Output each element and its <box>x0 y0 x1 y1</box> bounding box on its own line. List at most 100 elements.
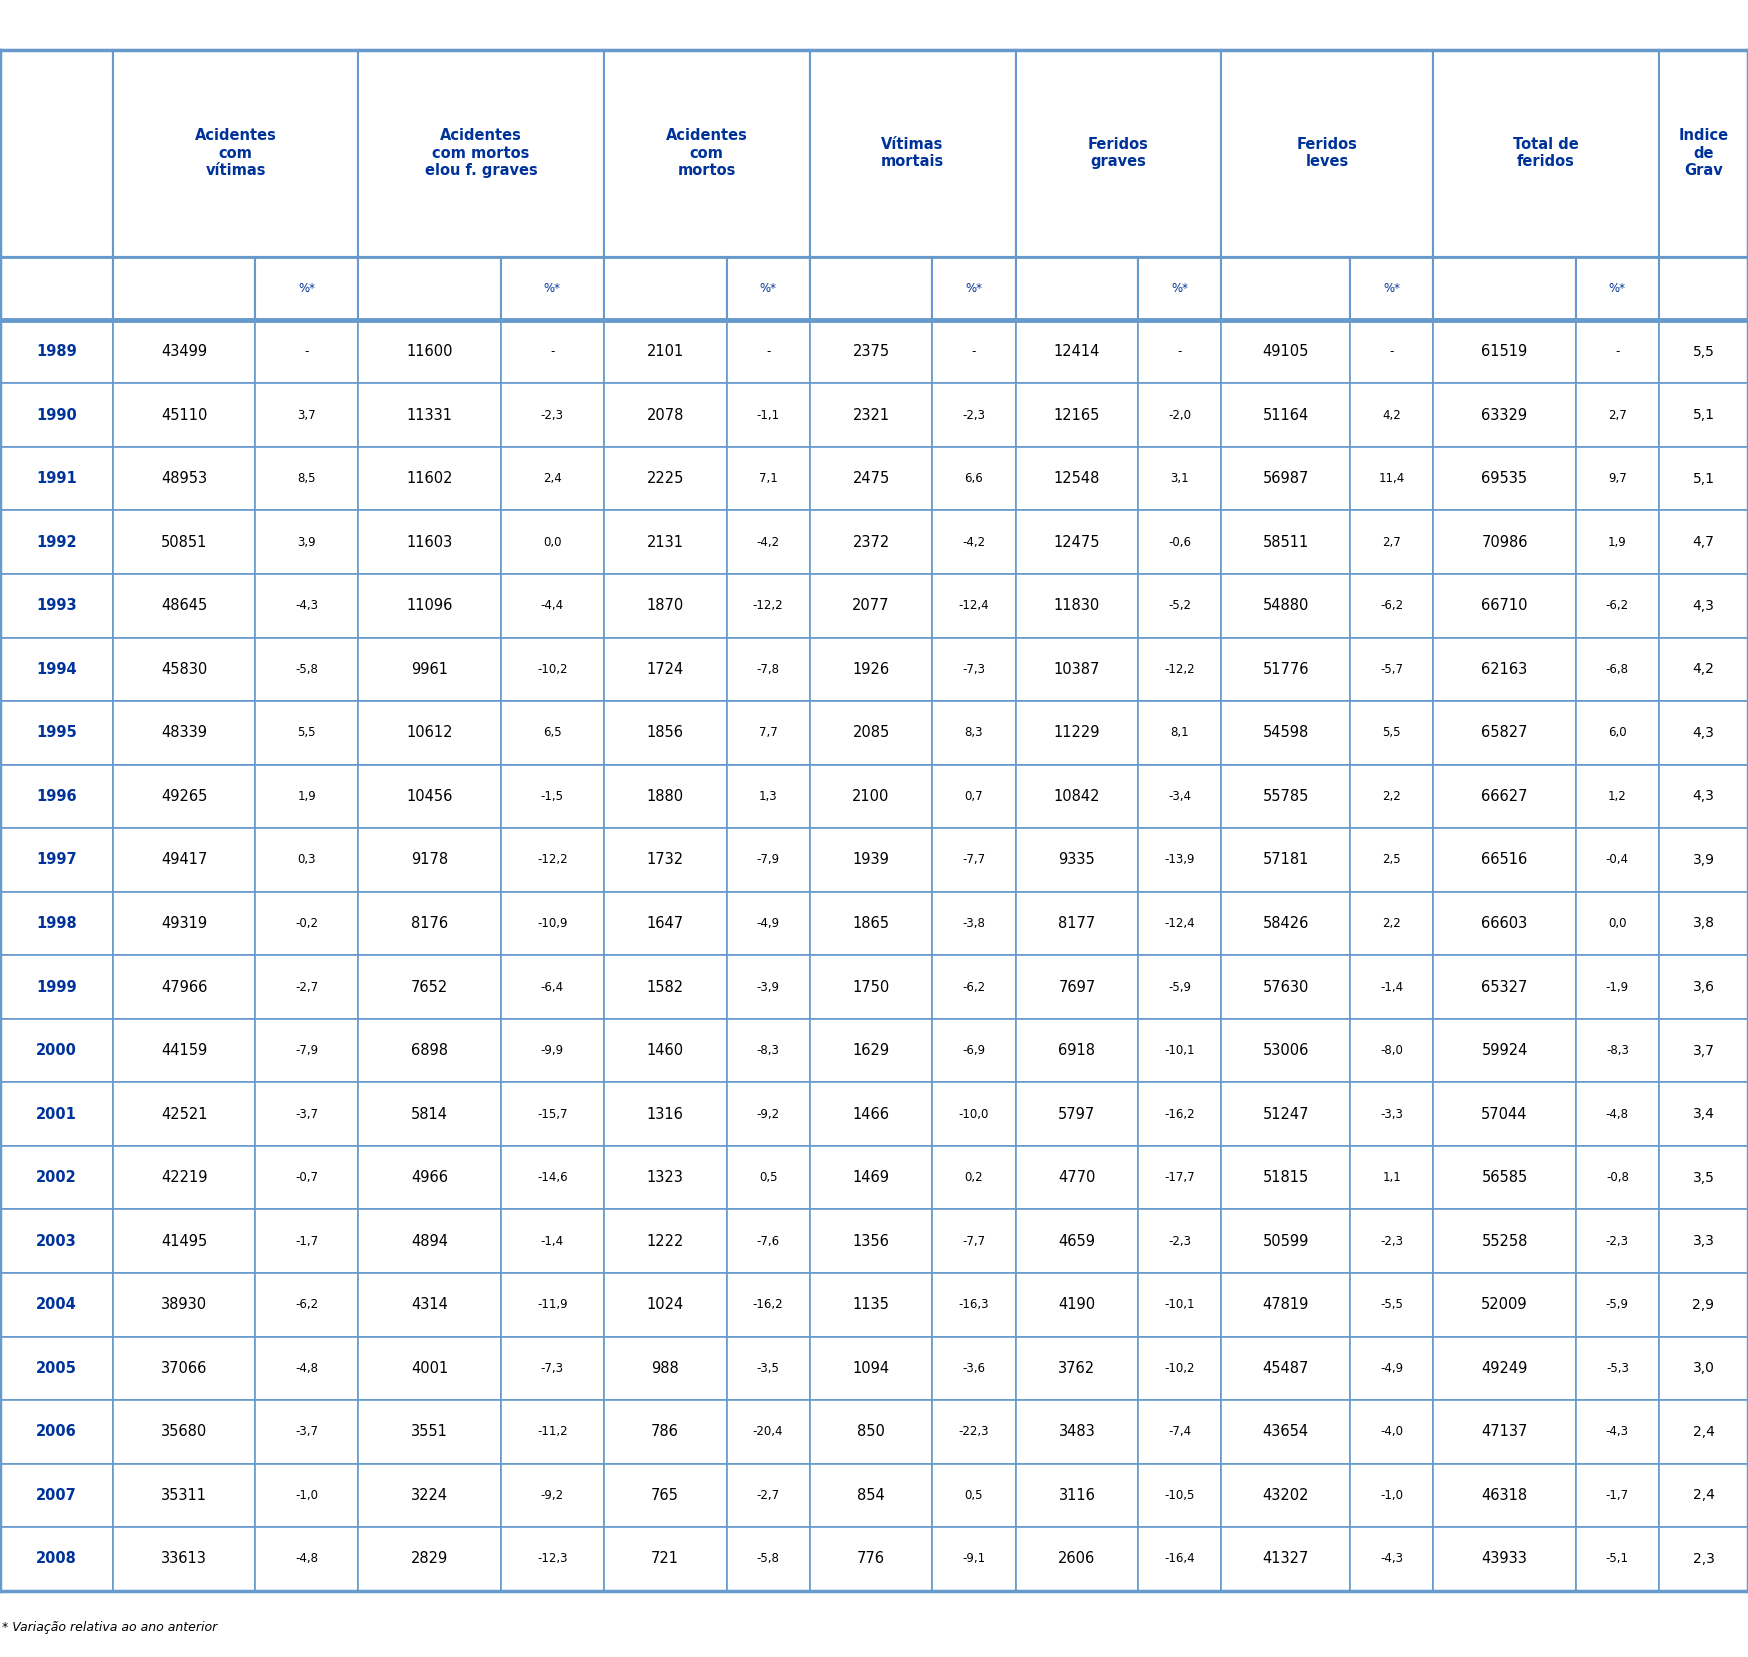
Bar <box>0 573 114 638</box>
Bar <box>358 891 502 954</box>
Bar <box>0 764 114 828</box>
Bar <box>358 1019 502 1082</box>
Text: -4,3: -4,3 <box>1381 1553 1404 1566</box>
Bar <box>1349 1210 1433 1273</box>
Bar <box>727 510 809 573</box>
Bar <box>1222 257 1349 320</box>
Text: 1993: 1993 <box>37 598 77 613</box>
Text: %*: %* <box>1171 282 1189 295</box>
Text: %*: %* <box>299 282 315 295</box>
Text: 8177: 8177 <box>1058 916 1096 931</box>
Text: 61519: 61519 <box>1481 345 1528 360</box>
Bar <box>1016 383 1138 447</box>
Text: 3,6: 3,6 <box>1692 979 1715 994</box>
Bar <box>1659 1337 1748 1400</box>
Bar <box>727 638 809 701</box>
Bar <box>1016 1082 1138 1147</box>
Text: 0,2: 0,2 <box>965 1171 984 1185</box>
Bar <box>358 1210 502 1273</box>
Text: -7,3: -7,3 <box>540 1362 565 1375</box>
Bar <box>0 320 114 383</box>
Text: 3762: 3762 <box>1058 1360 1096 1375</box>
Bar <box>932 1463 1016 1528</box>
Bar <box>255 1463 358 1528</box>
Text: -4,2: -4,2 <box>963 535 986 548</box>
Text: 51815: 51815 <box>1262 1170 1309 1185</box>
Bar <box>358 1400 502 1463</box>
Text: 1466: 1466 <box>853 1107 890 1122</box>
Text: 988: 988 <box>652 1360 678 1375</box>
Bar <box>1138 1082 1222 1147</box>
Bar <box>1433 320 1575 383</box>
Text: 48645: 48645 <box>161 598 208 613</box>
Bar <box>1575 1147 1659 1210</box>
Text: -10,2: -10,2 <box>1164 1362 1196 1375</box>
Bar <box>1575 1210 1659 1273</box>
Bar <box>0 447 114 510</box>
Bar <box>1138 1019 1222 1082</box>
Bar <box>809 891 932 954</box>
Text: 41327: 41327 <box>1262 1551 1309 1566</box>
Text: 3,8: 3,8 <box>1692 916 1715 931</box>
Bar <box>358 1337 502 1400</box>
Bar <box>809 764 932 828</box>
Text: -1,7: -1,7 <box>1606 1490 1629 1501</box>
Bar <box>358 638 502 701</box>
Bar <box>809 1273 932 1337</box>
Text: 4659: 4659 <box>1058 1234 1096 1249</box>
Text: 7,1: 7,1 <box>759 472 778 486</box>
Bar <box>1016 701 1138 764</box>
Text: -16,3: -16,3 <box>958 1299 989 1311</box>
Bar <box>1016 1210 1138 1273</box>
Bar <box>114 764 255 828</box>
Bar <box>1016 320 1138 383</box>
Bar <box>1349 383 1433 447</box>
Bar <box>1575 1337 1659 1400</box>
Text: 4966: 4966 <box>411 1170 447 1185</box>
Bar <box>809 383 932 447</box>
Text: 2,9: 2,9 <box>1692 1297 1715 1312</box>
Bar <box>502 573 603 638</box>
Bar <box>1349 956 1433 1019</box>
Text: 49417: 49417 <box>161 852 208 868</box>
Bar <box>1349 1019 1433 1082</box>
Text: 44159: 44159 <box>161 1042 208 1059</box>
Bar <box>255 510 358 573</box>
Bar <box>1433 764 1575 828</box>
Text: 47966: 47966 <box>161 979 208 994</box>
Text: -9,1: -9,1 <box>963 1553 986 1566</box>
Bar <box>1138 1147 1222 1210</box>
Text: -5,7: -5,7 <box>1381 663 1404 676</box>
Text: 63329: 63329 <box>1482 408 1528 423</box>
Bar <box>358 1528 502 1591</box>
Bar <box>727 701 809 764</box>
Bar <box>114 510 255 573</box>
Text: 2001: 2001 <box>37 1107 77 1122</box>
Bar <box>1433 1463 1575 1528</box>
Bar <box>603 573 727 638</box>
Text: 0,5: 0,5 <box>759 1171 778 1185</box>
Text: -7,8: -7,8 <box>757 663 780 676</box>
Text: 35311: 35311 <box>161 1488 206 1503</box>
Text: -9,9: -9,9 <box>540 1044 565 1057</box>
Bar <box>1433 573 1575 638</box>
Bar <box>1016 891 1138 954</box>
Bar <box>1433 828 1575 891</box>
Text: 3,9: 3,9 <box>1692 853 1715 867</box>
Text: 4190: 4190 <box>1058 1297 1096 1312</box>
Text: 51776: 51776 <box>1262 661 1309 676</box>
Bar <box>255 383 358 447</box>
Bar <box>1138 510 1222 573</box>
Text: -4,3: -4,3 <box>295 600 318 611</box>
Bar <box>1659 1463 1748 1528</box>
Bar <box>603 956 727 1019</box>
Text: -15,7: -15,7 <box>537 1107 568 1120</box>
Text: 1865: 1865 <box>853 916 890 931</box>
Text: -0,8: -0,8 <box>1606 1171 1629 1185</box>
Text: 1316: 1316 <box>647 1107 683 1122</box>
Text: 11602: 11602 <box>406 471 453 486</box>
Text: -7,9: -7,9 <box>295 1044 318 1057</box>
Bar <box>809 1147 932 1210</box>
Text: 2829: 2829 <box>411 1551 447 1566</box>
Text: -5,1: -5,1 <box>1606 1553 1629 1566</box>
